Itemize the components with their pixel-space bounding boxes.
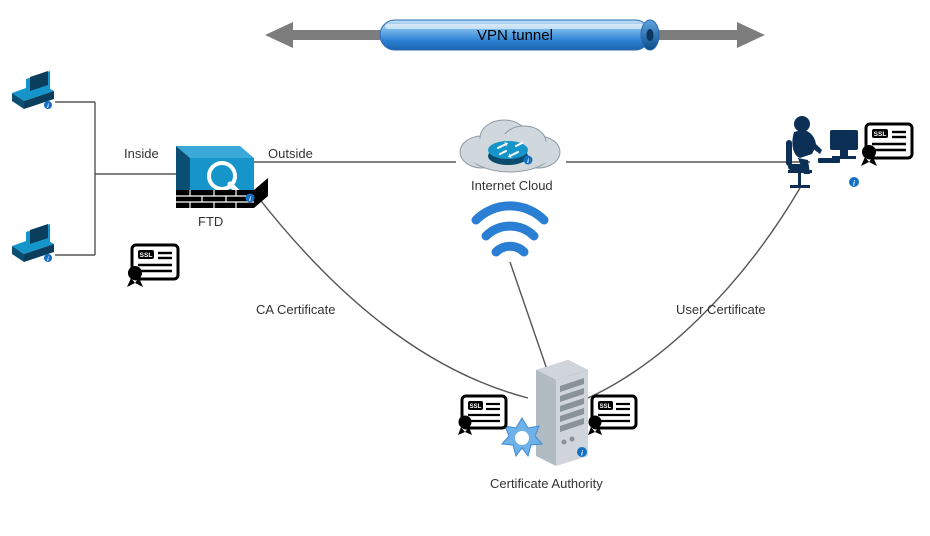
ssl-cert-ca-left: SSL	[458, 396, 506, 435]
edge-ftd-to-ca	[254, 192, 528, 398]
pc-bottom: i	[12, 224, 54, 263]
label-user-certificate: User Certificate	[676, 302, 766, 317]
award-star-icon	[502, 418, 542, 456]
tunnel-label: VPN tunnel	[477, 27, 553, 44]
wifi-icon	[476, 206, 544, 252]
svg-text:i: i	[527, 158, 529, 165]
nodes-layer: i i	[0, 0, 930, 536]
edges-layer	[0, 0, 930, 536]
tunnel-layer: VPN tunnel	[0, 0, 930, 536]
svg-text:i: i	[581, 451, 584, 458]
pc-top: i	[12, 71, 54, 110]
tunnel-arrow-right	[650, 22, 765, 48]
internet-cloud: i	[460, 120, 560, 172]
tunnel-body	[380, 20, 650, 50]
ssl-cert-ftd: SSL	[127, 245, 178, 287]
svg-text:SSL: SSL	[874, 131, 887, 138]
svg-text:i: i	[47, 257, 49, 263]
svg-text:i: i	[853, 181, 856, 188]
svg-text:i: i	[47, 104, 49, 110]
diagram-canvas: VPN tunnel i i	[0, 0, 930, 536]
svg-text:SSL: SSL	[140, 252, 153, 259]
label-ca-certificate: CA Certificate	[256, 302, 335, 317]
label-ftd: FTD	[198, 214, 223, 229]
user-at-computer: i	[786, 116, 859, 188]
label-certificate-authority: Certificate Authority	[490, 476, 603, 491]
ssl-cert-user: SSL	[861, 124, 912, 166]
svg-text:SSL: SSL	[470, 404, 482, 410]
edge-cloud-to-ca	[510, 262, 552, 384]
svg-text:SSL: SSL	[600, 404, 612, 410]
ftd-device: i	[176, 146, 268, 208]
label-internet-cloud: Internet Cloud	[471, 178, 553, 193]
ssl-cert-ca-right: SSL	[588, 396, 636, 435]
tunnel-arrow-left	[265, 22, 380, 48]
edge-user-to-ca	[588, 188, 800, 398]
label-inside: Inside	[124, 146, 159, 161]
label-outside: Outside	[268, 146, 313, 161]
router-icon	[488, 141, 528, 165]
server-ca: i	[536, 360, 588, 466]
svg-text:i: i	[249, 196, 251, 203]
